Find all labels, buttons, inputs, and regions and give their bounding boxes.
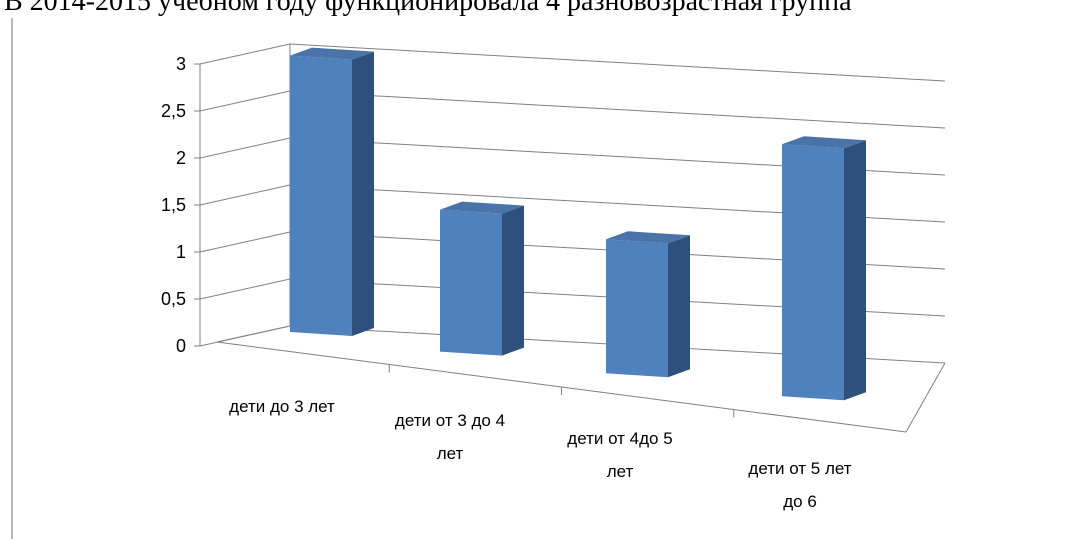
gridline-side (199, 137, 291, 159)
bar (782, 136, 866, 401)
gridline-side (199, 90, 291, 112)
document-heading-fragment: В 2014-2015 учебном году функционировала… (4, 0, 852, 17)
gridline (289, 90, 946, 129)
y-axis-tick-labels: 0 0,5 1 1,5 2 2,5 3 (161, 54, 186, 356)
y-tick-label: 2 (176, 148, 186, 168)
gridline-side (199, 231, 291, 253)
gridline-side (199, 43, 291, 65)
bar-top (290, 47, 374, 60)
y-tick-label: 2,5 (161, 101, 186, 121)
bar-front (782, 144, 844, 401)
y-tick-label: 0,5 (161, 289, 186, 309)
y-tick-label: 3 (176, 54, 186, 74)
y-tick-label: 1,5 (161, 195, 186, 215)
y-tick-label: 1 (176, 242, 186, 262)
x-tick-label: дети до 3 лет (229, 397, 335, 416)
bar (440, 201, 524, 356)
bar-top (440, 201, 524, 214)
bar-side (502, 205, 524, 356)
bar (606, 231, 690, 378)
bar (290, 47, 374, 336)
floor-left-edge (216, 325, 291, 343)
bar-front (606, 239, 668, 378)
gridline-side (199, 184, 291, 206)
bar-front (440, 209, 502, 356)
bar-side (844, 140, 866, 401)
bar-side (352, 51, 374, 336)
floor-right-edge (905, 362, 946, 433)
bar-top (782, 136, 866, 149)
gridline-side (199, 278, 291, 300)
y-tick-label: 0 (176, 336, 186, 356)
bar-top (606, 231, 690, 244)
bars (290, 47, 866, 401)
x-tick-label: дети от 5 лет до 6 (748, 459, 851, 511)
x-axis-tick-labels: дети до 3 лет дети от 3 до 4 лет дети от 4д… (229, 397, 852, 511)
bar-front (290, 55, 352, 336)
x-tick-label: дети от 3 до 4 лет (395, 411, 505, 463)
bar-side (668, 235, 690, 378)
gridline (289, 43, 946, 82)
x-tick-label: дети от 4до 5 лет (567, 429, 672, 481)
